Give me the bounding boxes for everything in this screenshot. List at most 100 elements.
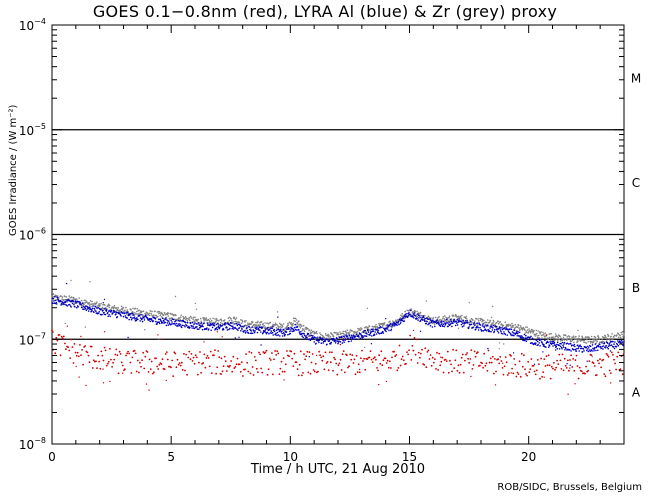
data-point xyxy=(176,358,179,361)
data-point xyxy=(278,373,281,375)
data-point xyxy=(262,323,265,325)
data-point xyxy=(311,335,314,337)
data-point xyxy=(559,345,562,348)
data-point xyxy=(190,353,193,355)
data-point xyxy=(71,302,74,305)
data-point xyxy=(486,319,489,321)
data-point xyxy=(519,375,522,378)
data-point xyxy=(232,326,234,329)
data-point xyxy=(335,331,337,334)
reference-lines xyxy=(52,129,624,340)
data-point xyxy=(170,366,172,369)
data-point xyxy=(391,356,393,359)
data-point xyxy=(358,328,361,330)
data-point xyxy=(128,352,131,355)
data-point xyxy=(395,354,398,356)
data-point xyxy=(526,338,529,341)
data-point xyxy=(183,353,185,355)
data-point xyxy=(111,366,113,368)
data-point xyxy=(343,371,346,374)
data-point xyxy=(531,329,534,331)
data-point xyxy=(468,361,471,364)
data-point xyxy=(439,325,442,328)
data-point xyxy=(183,324,185,327)
data-point xyxy=(88,301,90,304)
data-point xyxy=(556,343,558,346)
data-point xyxy=(382,332,385,334)
data-point xyxy=(500,330,502,333)
data-point xyxy=(291,357,294,360)
data-point xyxy=(363,357,365,360)
data-point xyxy=(246,361,249,364)
data-point xyxy=(443,325,446,328)
data-point xyxy=(247,370,250,373)
data-point xyxy=(277,352,280,355)
data-point xyxy=(158,318,160,321)
data-point xyxy=(225,370,228,372)
data-point xyxy=(282,357,285,359)
data-point xyxy=(370,343,373,345)
data-point xyxy=(223,319,226,321)
data-point xyxy=(524,337,527,339)
data-point xyxy=(429,325,432,327)
data-point xyxy=(524,339,526,342)
data-point xyxy=(157,368,160,370)
data-point xyxy=(444,358,447,361)
data-point xyxy=(112,361,114,364)
data-point xyxy=(441,322,444,324)
data-point xyxy=(516,371,519,374)
data-point xyxy=(214,329,216,331)
data-point xyxy=(403,316,405,319)
data-point xyxy=(596,338,598,341)
data-point xyxy=(543,358,546,360)
data-point xyxy=(614,362,616,365)
data-point xyxy=(446,350,449,353)
data-point xyxy=(560,337,562,340)
data-point xyxy=(536,339,538,341)
data-point xyxy=(260,367,262,370)
data-point xyxy=(540,339,542,341)
data-point xyxy=(499,320,501,323)
data-point xyxy=(427,323,429,326)
data-point xyxy=(112,312,114,314)
data-point xyxy=(539,345,541,347)
data-point xyxy=(238,336,240,338)
data-point xyxy=(573,349,575,351)
data-point xyxy=(549,339,552,341)
data-point xyxy=(208,328,210,330)
data-point xyxy=(214,321,217,324)
data-point xyxy=(296,325,299,328)
data-point xyxy=(272,334,275,336)
data-point xyxy=(562,338,564,341)
data-point xyxy=(52,302,54,305)
data-point xyxy=(476,324,479,326)
data-point xyxy=(339,341,342,343)
data-point xyxy=(210,329,212,332)
data-point xyxy=(324,332,327,335)
data-point xyxy=(613,347,616,350)
data-point xyxy=(141,310,143,313)
data-point xyxy=(399,364,402,367)
data-point xyxy=(466,320,469,322)
data-point xyxy=(535,369,538,372)
data-point xyxy=(425,322,428,325)
data-point xyxy=(238,363,241,366)
data-point xyxy=(290,329,292,331)
data-point xyxy=(609,344,611,347)
data-point xyxy=(275,329,278,332)
data-point xyxy=(333,356,335,359)
data-point xyxy=(178,317,181,319)
data-point xyxy=(241,328,243,330)
data-point xyxy=(128,318,130,321)
data-point xyxy=(370,358,373,361)
data-point xyxy=(559,359,562,362)
data-point xyxy=(416,315,419,318)
data-point xyxy=(570,350,572,352)
data-point xyxy=(298,363,301,366)
data-point xyxy=(253,356,256,358)
data-point xyxy=(385,318,387,320)
data-point xyxy=(75,354,78,357)
data-point xyxy=(193,327,196,330)
data-point xyxy=(271,327,274,330)
